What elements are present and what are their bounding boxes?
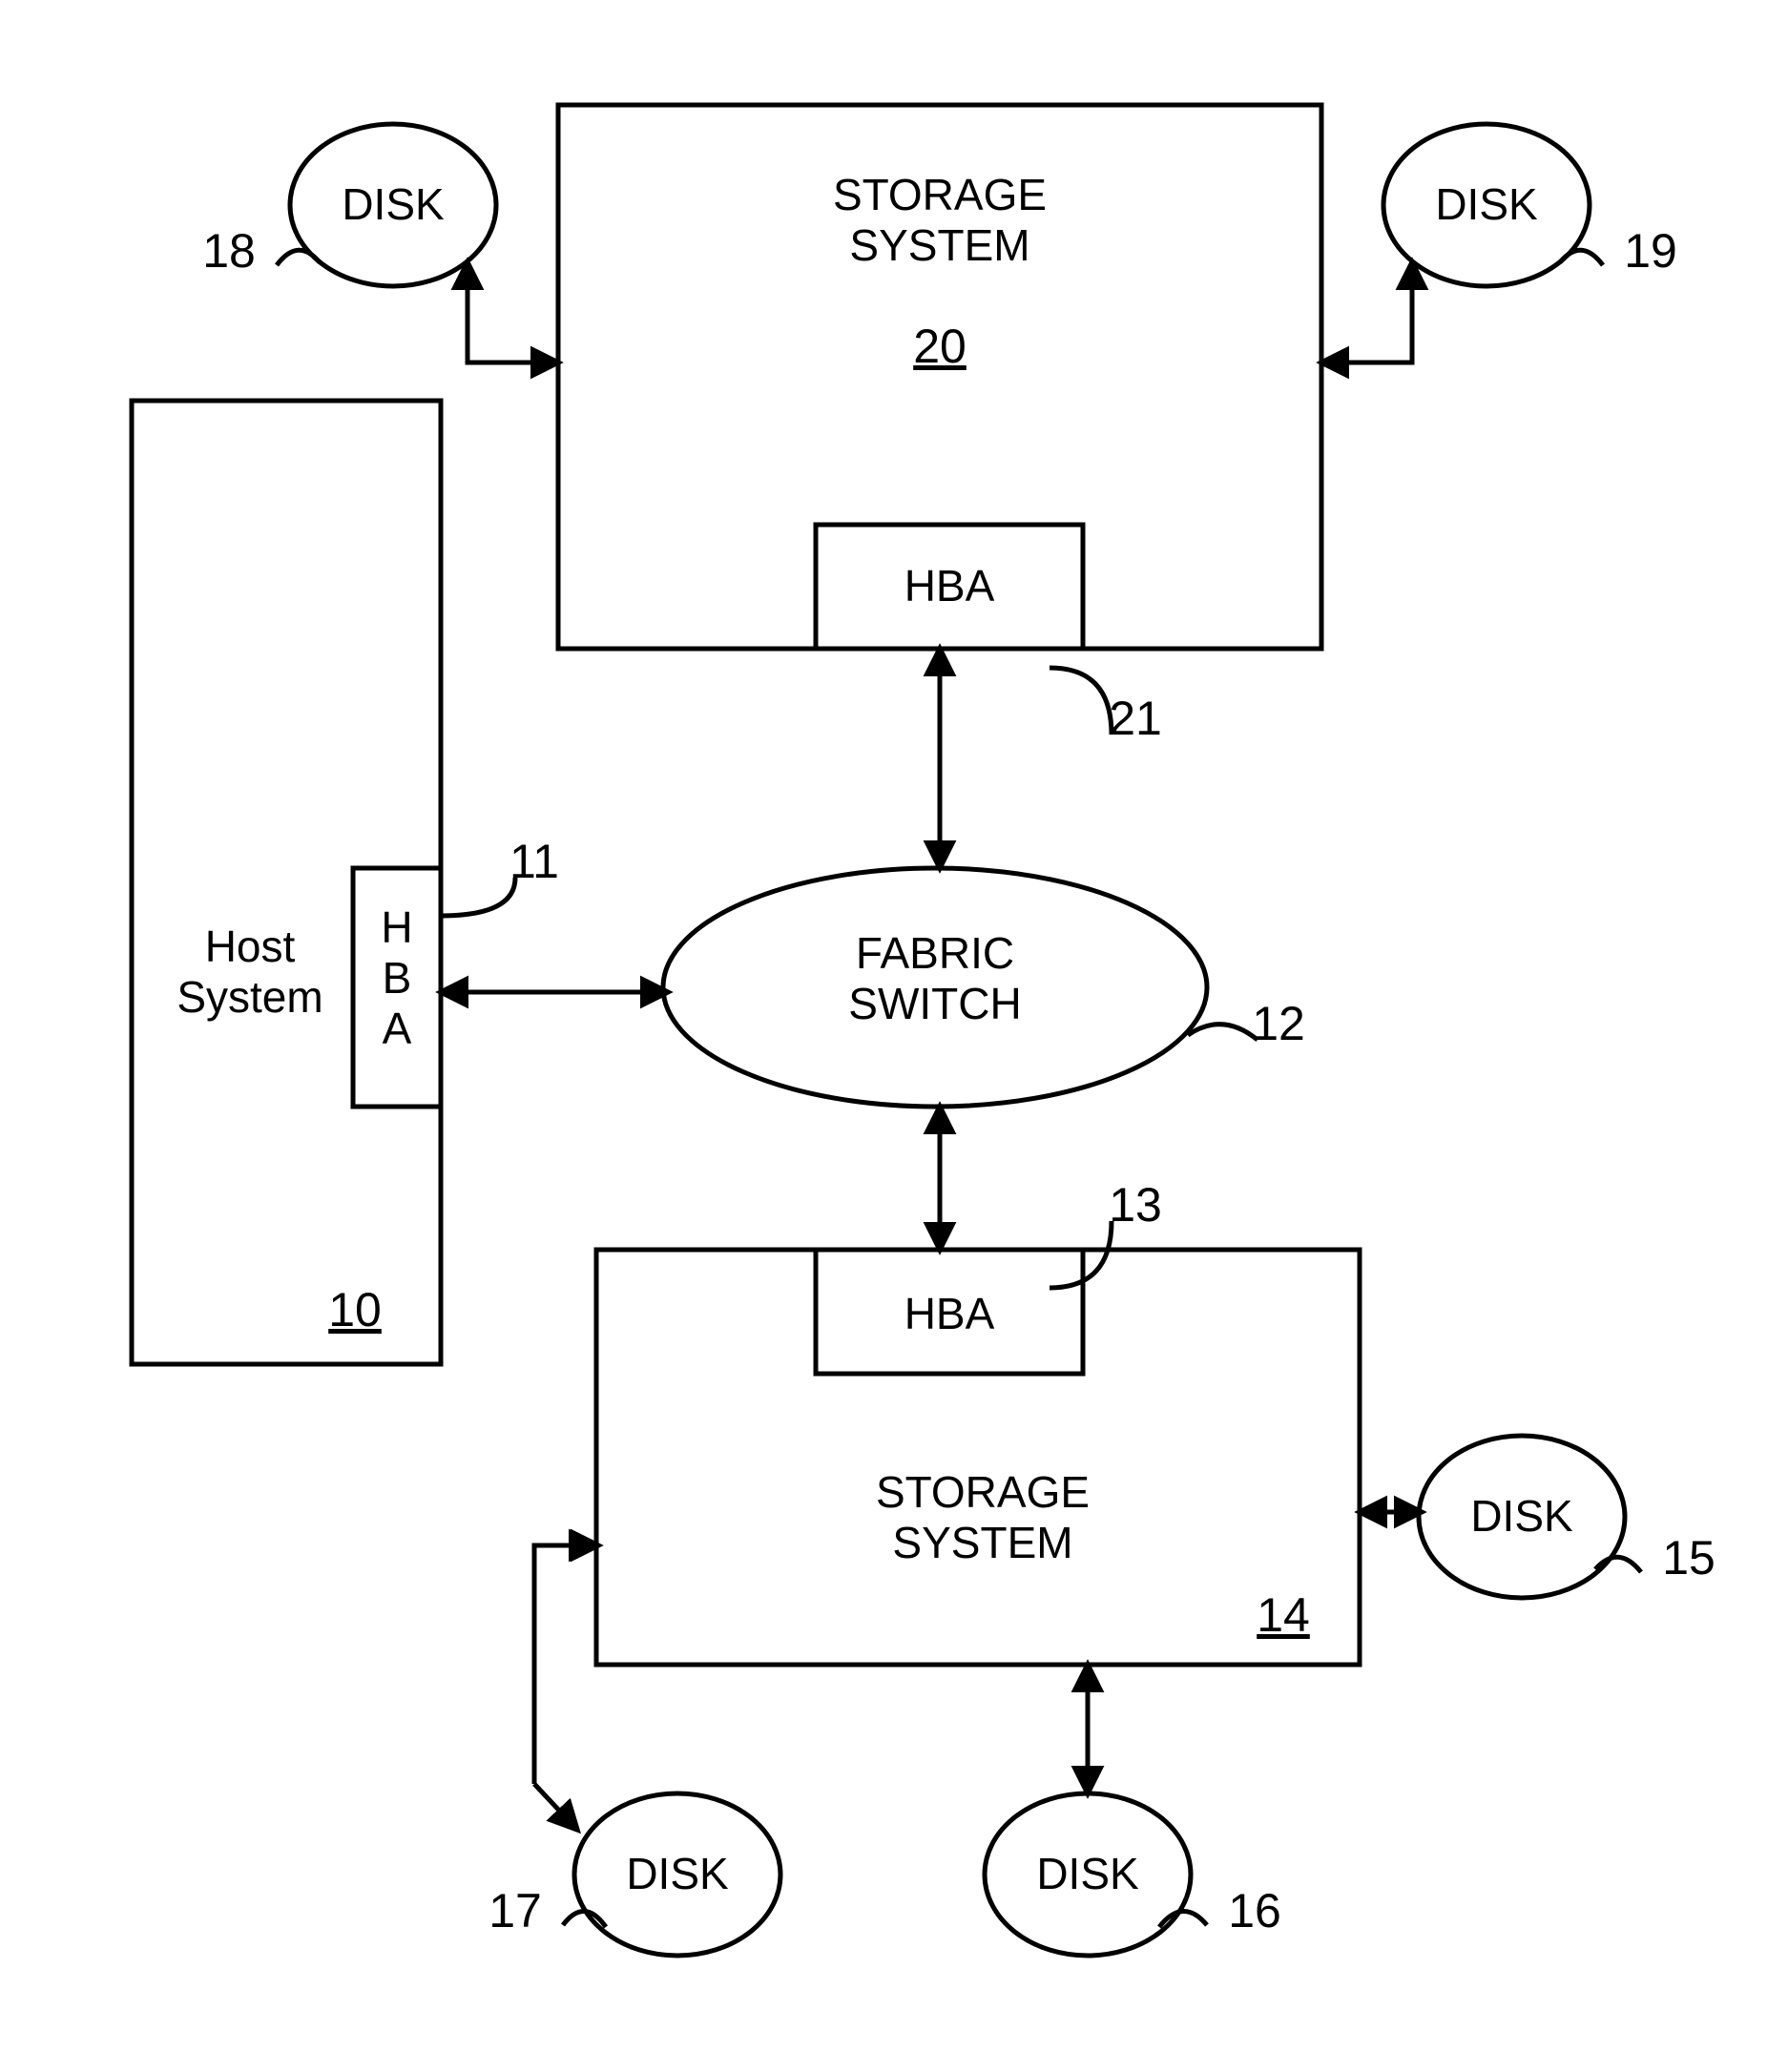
svg-text:STORAGESYSTEM: STORAGESYSTEM — [833, 170, 1047, 270]
svg-text:14: 14 — [1257, 1588, 1310, 1642]
svg-text:10: 10 — [328, 1283, 382, 1336]
svg-text:13: 13 — [1109, 1178, 1162, 1232]
svg-text:17: 17 — [489, 1884, 542, 1937]
svg-text:15: 15 — [1662, 1531, 1715, 1585]
svg-text:FABRICSWITCH: FABRICSWITCH — [848, 928, 1021, 1028]
svg-text:DISK: DISK — [1470, 1491, 1573, 1541]
svg-text:19: 19 — [1624, 224, 1677, 278]
svg-text:DISK: DISK — [342, 179, 445, 229]
svg-text:STORAGESYSTEM: STORAGESYSTEM — [876, 1467, 1090, 1567]
svg-text:16: 16 — [1228, 1884, 1281, 1937]
svg-text:20: 20 — [913, 320, 967, 373]
edge-disk19-storage20 — [1321, 262, 1412, 363]
svg-text:HBA: HBA — [904, 1289, 995, 1338]
svg-text:HBA: HBA — [904, 561, 995, 611]
host_system — [132, 401, 441, 1364]
svg-text:DISK: DISK — [1036, 1849, 1139, 1898]
svg-text:12: 12 — [1252, 997, 1305, 1050]
svg-text:DISK: DISK — [626, 1849, 729, 1898]
svg-text:DISK: DISK — [1435, 179, 1538, 229]
edge-disk18-storage20 — [468, 262, 558, 363]
svg-text:21: 21 — [1109, 692, 1162, 745]
svg-text:HostSystem: HostSystem — [177, 922, 322, 1022]
edge-storage14-disk17 — [534, 1545, 596, 1784]
svg-text:18: 18 — [202, 224, 256, 278]
svg-text:HBA: HBA — [381, 902, 412, 1053]
